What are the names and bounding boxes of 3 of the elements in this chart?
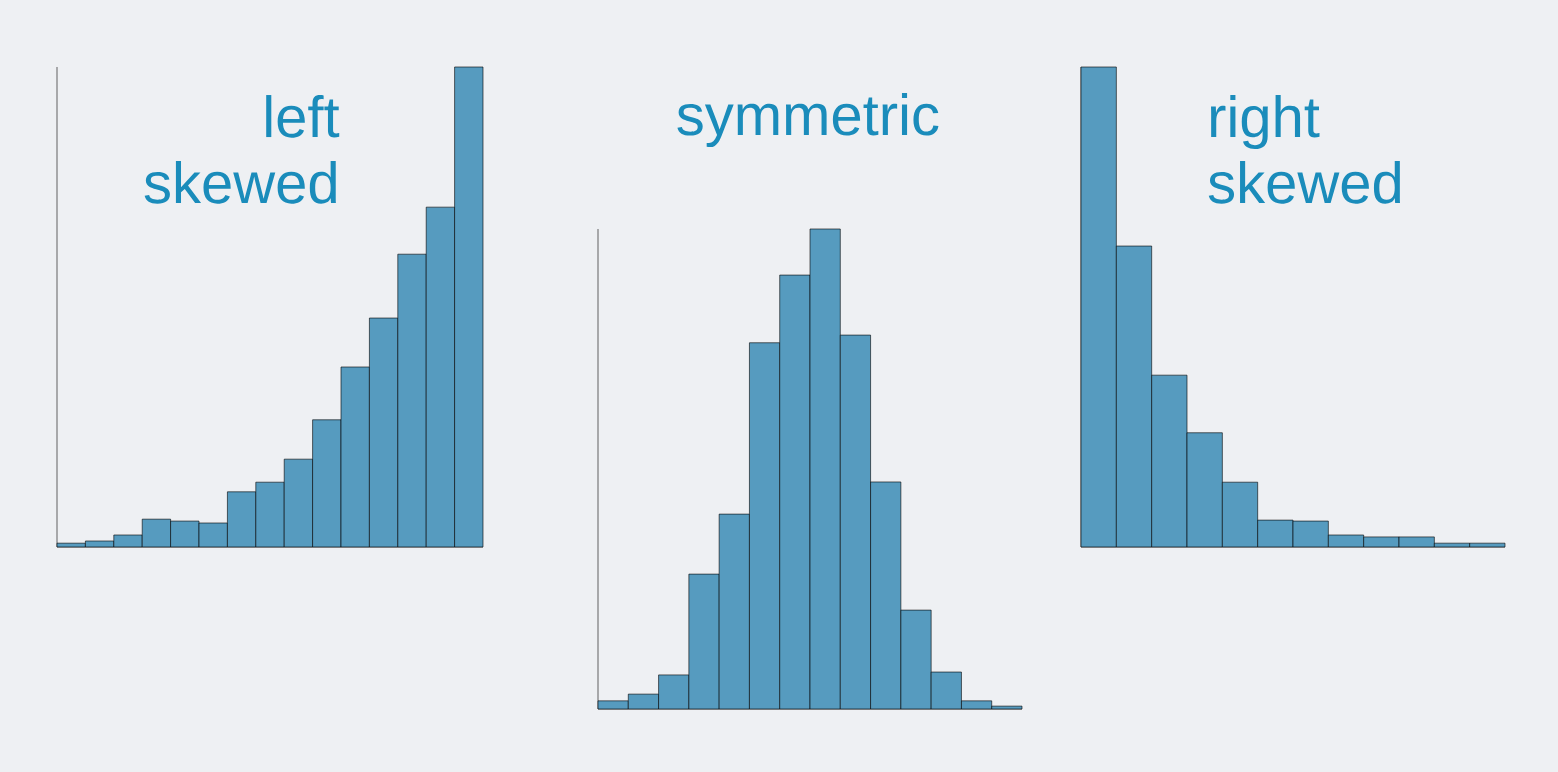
text: left skewed	[144, 95, 340, 204]
text: right skewed	[1208, 95, 1401, 204]
chart-title: symmetric	[677, 93, 939, 148]
